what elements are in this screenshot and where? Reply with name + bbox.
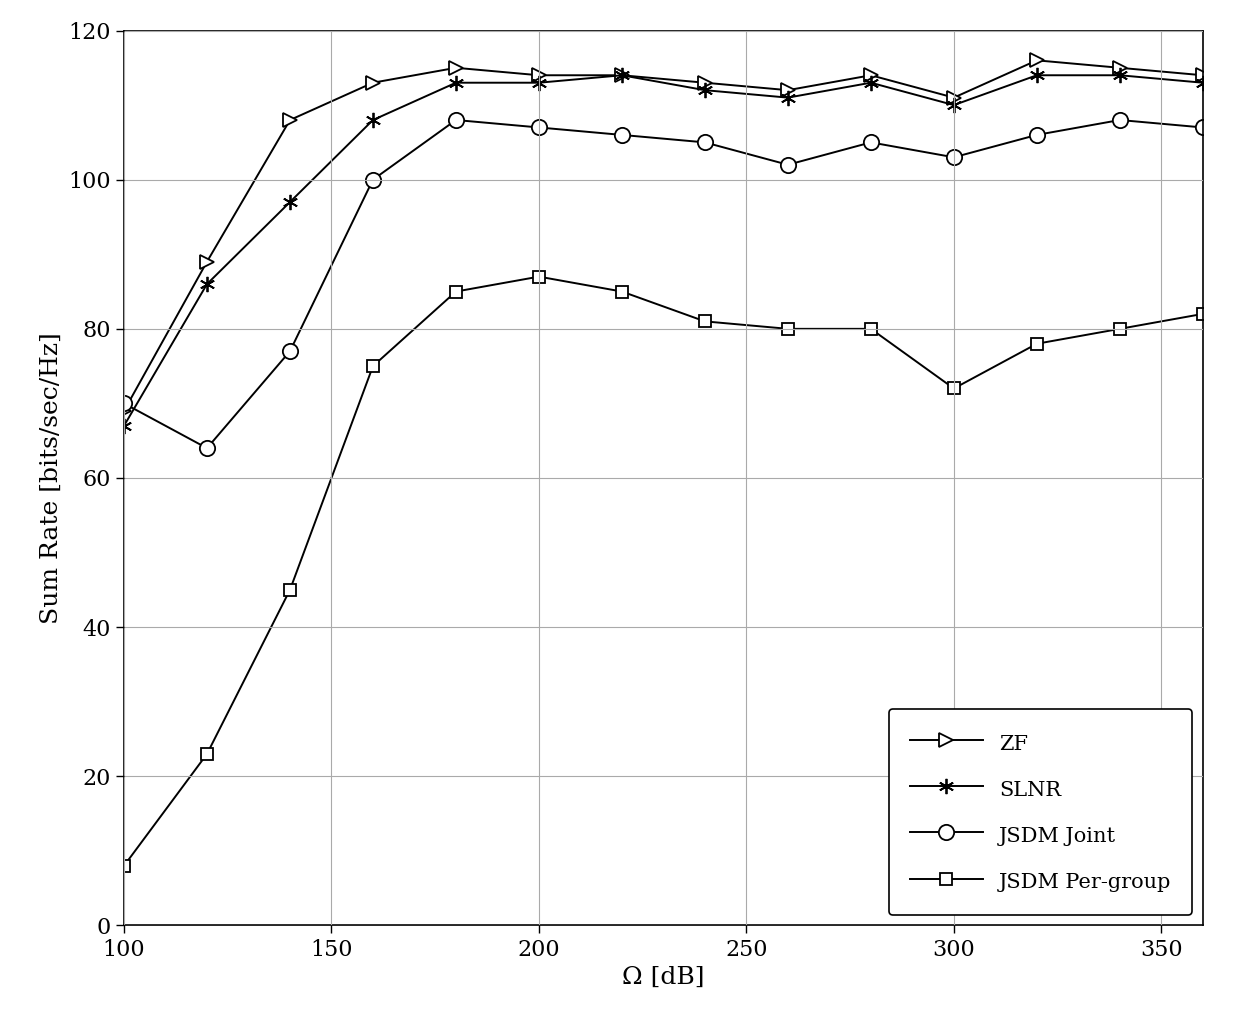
JSDM Per-group <box>283 584 298 596</box>
ZF <box>1112 62 1127 74</box>
SLNR <box>1029 69 1044 81</box>
SLNR <box>780 92 795 104</box>
JSDM Per-group <box>1195 308 1210 320</box>
SLNR <box>283 196 298 208</box>
Line: JSDM Joint: JSDM Joint <box>117 112 1210 456</box>
JSDM Per-group <box>780 322 795 335</box>
ZF <box>863 69 878 81</box>
JSDM Joint <box>449 114 464 126</box>
JSDM Joint <box>532 121 547 133</box>
JSDM Per-group <box>1029 338 1044 350</box>
ZF <box>532 69 547 81</box>
ZF <box>449 62 464 74</box>
ZF <box>200 255 215 267</box>
ZF <box>697 76 712 88</box>
ZF <box>366 76 381 88</box>
SLNR <box>1195 76 1210 88</box>
Line: JSDM Per-group: JSDM Per-group <box>118 271 1209 872</box>
ZF <box>946 92 961 104</box>
Legend: ZF, SLNR, JSDM Joint, JSDM Per-group: ZF, SLNR, JSDM Joint, JSDM Per-group <box>889 709 1193 915</box>
JSDM Joint <box>200 442 215 455</box>
SLNR <box>532 76 547 88</box>
SLNR <box>946 99 961 111</box>
JSDM Per-group <box>117 859 131 872</box>
SLNR <box>615 69 630 81</box>
Line: SLNR: SLNR <box>117 67 1210 433</box>
ZF <box>1029 54 1044 66</box>
X-axis label: Ω [dB]: Ω [dB] <box>622 966 704 990</box>
JSDM Joint <box>283 345 298 357</box>
JSDM Joint <box>1195 121 1210 133</box>
SLNR <box>449 76 464 88</box>
JSDM Per-group <box>1112 322 1127 335</box>
JSDM Joint <box>697 136 712 148</box>
ZF <box>117 405 131 417</box>
JSDM Per-group <box>697 315 712 327</box>
JSDM Joint <box>1029 129 1044 141</box>
JSDM Per-group <box>863 322 878 335</box>
SLNR <box>200 278 215 290</box>
SLNR <box>117 420 131 432</box>
Line: ZF: ZF <box>117 54 1210 418</box>
JSDM Per-group <box>366 360 381 372</box>
ZF <box>615 69 630 81</box>
JSDM Joint <box>946 152 961 164</box>
JSDM Joint <box>366 174 381 186</box>
JSDM Per-group <box>532 271 547 283</box>
JSDM Joint <box>780 159 795 171</box>
ZF <box>780 84 795 97</box>
JSDM Per-group <box>946 382 961 395</box>
JSDM Per-group <box>200 747 215 760</box>
JSDM Joint <box>1112 114 1127 126</box>
ZF <box>1195 69 1210 81</box>
Y-axis label: Sum Rate [bits/sec/Hz]: Sum Rate [bits/sec/Hz] <box>40 333 63 623</box>
JSDM Joint <box>117 398 131 410</box>
JSDM Per-group <box>449 286 464 298</box>
SLNR <box>1112 69 1127 81</box>
JSDM Joint <box>615 129 630 141</box>
SLNR <box>366 114 381 126</box>
SLNR <box>697 84 712 97</box>
ZF <box>283 114 298 126</box>
JSDM Joint <box>863 136 878 148</box>
JSDM Per-group <box>615 286 630 298</box>
SLNR <box>863 76 878 88</box>
